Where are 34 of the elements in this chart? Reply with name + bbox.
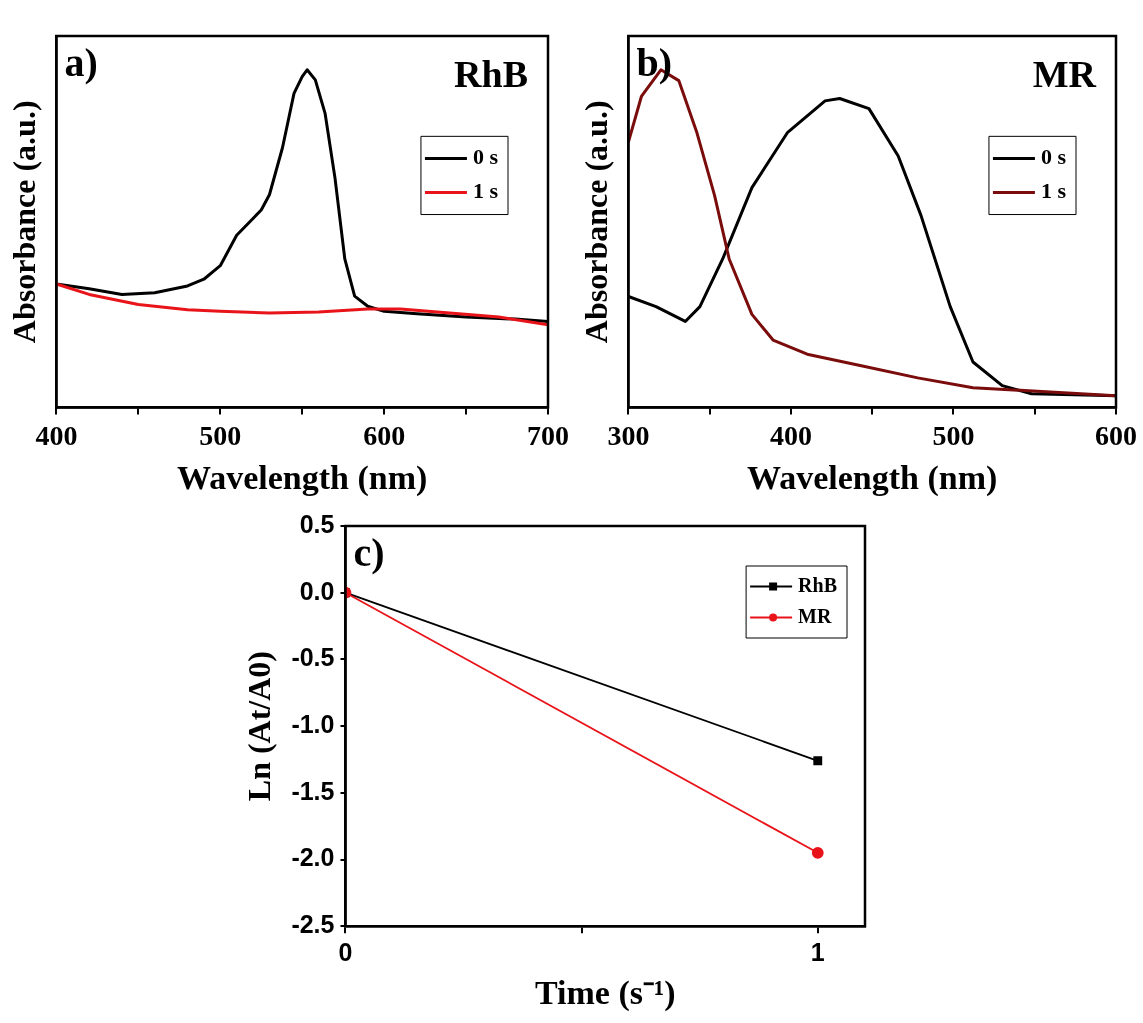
x-tick-label: 400 [35,419,78,451]
annotation: c) [353,530,385,576]
x-tick-label: 1 [810,938,825,967]
x-tick-label: 500 [932,419,975,451]
x-tick-label: 600 [363,419,406,451]
annotation: a) [64,40,98,86]
x-tick-label: 500 [199,419,242,451]
legend-label: 0 s [1040,144,1067,170]
x-axis-title: Wavelength (nm) [747,459,998,498]
annotation: RhB [454,52,528,95]
legend-label: 0 s [472,144,499,170]
annotation: b) [636,40,672,86]
legend-label: 1 s [472,178,499,204]
x-tick-label: 0 [338,938,353,967]
y-tick-label: -1.5 [291,776,335,805]
legend-label: MR [798,604,832,627]
y-tick-label: -2.5 [291,910,335,939]
x-tick-label: 600 [1095,419,1137,451]
y-axis-title: Absorbance (a.u.) [578,100,615,344]
x-tick-label: 700 [527,419,569,451]
y-tick-label: -2.0 [291,843,335,872]
x-axis-title: Wavelength (nm) [177,459,428,498]
legend-label: RhB [798,573,837,596]
annotation: MR [1032,52,1097,95]
x-axis-title: Time (s⁻¹) [534,974,676,1013]
y-tick-label: 0.0 [299,576,335,605]
y-tick-label: -1.0 [291,709,335,738]
y-axis-title: Absorbance (a.u.) [6,100,43,344]
x-tick-label: 300 [607,419,650,451]
y-tick-label: -0.5 [291,643,335,672]
y-tick-label: 0.5 [299,509,335,538]
x-tick-label: 400 [769,419,812,451]
y-axis-title: Ln (At/A0) [241,650,278,802]
legend-label: 1 s [1040,178,1067,204]
